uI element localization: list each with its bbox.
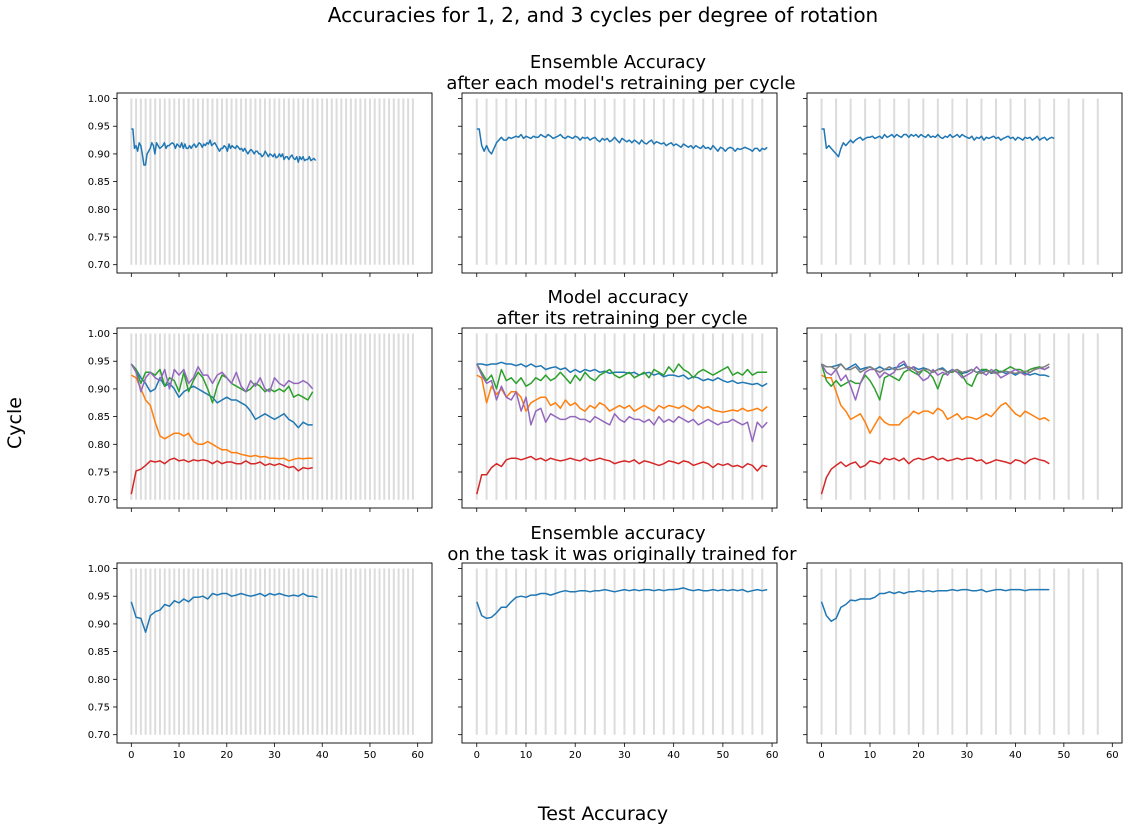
row-title-1-line-1: Ensemble Accuracy <box>530 52 707 73</box>
ytick-label-r3c1-6: 0.70 <box>88 730 110 741</box>
xtick-label-r3c2-5: 50 <box>716 750 729 761</box>
xtick-label-r3c3-0: 0 <box>818 750 824 761</box>
xtick-label-r3c3-3: 30 <box>961 750 974 761</box>
axes-frame-r1c3 <box>806 92 1123 274</box>
subplot-r1c1: 1.00 0.95 0.90 0.85 0.80 0.75 0.70 <box>88 92 433 277</box>
ytick-label-r2c1-5: 0.75 <box>88 468 110 479</box>
ytick-label-r3c1-2: 0.90 <box>88 619 110 630</box>
ytick-label-r1c1-5: 0.75 <box>88 233 110 244</box>
figure-ylabel: Cycle <box>4 397 26 449</box>
series-r3c3-blue <box>820 588 1050 622</box>
subplots: 1.00 0.95 0.90 0.85 0.80 0.75 0.70 1.00 0.95 0.90… <box>88 92 1123 761</box>
ytick-label-r2c1-2: 0.90 <box>88 384 110 395</box>
subplot-r1c2 <box>458 92 778 277</box>
series-r2c1-orange <box>130 374 313 462</box>
ytick-label-r3c1-0: 1.00 <box>88 564 110 575</box>
series-r2c3-orange <box>821 374 1050 434</box>
ytick-label-r2c1-3: 0.85 <box>88 412 110 423</box>
xtick-label-r3c3-5: 50 <box>1057 750 1070 761</box>
xtick-label-r3c3-6: 60 <box>1106 750 1119 761</box>
ytick-label-r2c1-6: 0.70 <box>88 495 110 506</box>
series-r1c1-blue <box>131 128 317 166</box>
ytick-label-r3c1-5: 0.75 <box>88 703 110 714</box>
axes-frame-r2c2 <box>461 327 778 509</box>
series-r3c2-blue <box>476 587 768 620</box>
row-title-2-line-2: after its retraining per cycle <box>496 308 747 329</box>
subplot-r1c3 <box>803 92 1123 277</box>
xtick-label-r3c3-1: 10 <box>864 750 877 761</box>
subplot-r2c3 <box>803 327 1123 512</box>
xtick-label-r3c3-4: 40 <box>1009 750 1022 761</box>
ytick-label-r2c1-4: 0.80 <box>88 440 110 451</box>
xtick-label-r3c2-2: 20 <box>569 750 582 761</box>
subplot-r3c2: 0 10 20 30 40 50 60 <box>458 562 779 761</box>
ytick-label-r1c1-1: 0.95 <box>88 122 110 133</box>
xtick-label-r3c1-2: 20 <box>220 750 233 761</box>
xtick-label-r3c2-6: 60 <box>766 750 779 761</box>
row-title-3-line-2: on the task it was originally trained fo… <box>447 544 797 565</box>
ytick-label-r3c1-4: 0.80 <box>88 675 110 686</box>
series-r2c2-green <box>476 363 768 390</box>
xtick-label-r3c1-4: 40 <box>316 750 329 761</box>
xtick-label-r3c1-5: 50 <box>364 750 377 761</box>
subplot-r3c1: 1.00 0.95 0.90 0.85 0.80 0.75 0.70 0 10 20 30 40 50 6… <box>88 562 433 761</box>
ytick-label-r1c1-6: 0.70 <box>88 260 110 271</box>
series-r2c3-red <box>820 455 1050 495</box>
subplot-r2c2 <box>458 327 778 512</box>
ytick-label-r1c1-3: 0.85 <box>88 177 110 188</box>
subplot-r3c3: 0 10 20 30 40 50 60 <box>803 562 1123 761</box>
figure-xlabel: Test Accuracy <box>537 803 668 825</box>
series-r2c2-blue <box>476 361 768 387</box>
xtick-label-r3c2-1: 10 <box>520 750 533 761</box>
series-r2c1-red <box>130 457 313 495</box>
series-r1c3-blue <box>821 128 1055 158</box>
series-r2c3-gray <box>821 363 1050 375</box>
xtick-label-r3c1-1: 10 <box>173 750 186 761</box>
xtick-label-r3c1-6: 60 <box>411 750 424 761</box>
ytick-label-r1c1-2: 0.90 <box>88 149 110 160</box>
axes-frame-r3c2 <box>461 562 778 744</box>
xtick-label-r3c2-4: 40 <box>667 750 680 761</box>
series-r2c2-orange <box>476 374 768 413</box>
figure-suptitle: Accuracies for 1, 2, and 3 cycles per de… <box>328 3 878 27</box>
series-r2c3-green <box>820 363 1050 401</box>
row-title-2-line-1: Model accuracy <box>548 287 689 308</box>
series-r3c1-blue <box>130 592 318 633</box>
series-r1c2-blue <box>476 128 768 155</box>
ytick-label-r3c1-1: 0.95 <box>88 592 110 603</box>
xtick-label-r3c1-0: 0 <box>128 750 134 761</box>
ytick-label-r3c1-3: 0.85 <box>88 647 110 658</box>
ytick-label-r2c1-0: 1.00 <box>88 329 110 340</box>
series-r2c2-red <box>476 455 768 495</box>
row-title-1-line-2: after each model's retraining per cycle <box>446 73 795 94</box>
ytick-label-r1c1-4: 0.80 <box>88 205 110 216</box>
row-title-3-line-1: Ensemble accuracy <box>530 523 706 544</box>
axes-frame-r2c3 <box>806 327 1123 509</box>
series-r2c1-blue <box>130 363 313 429</box>
ytick-label-r1c1-0: 1.00 <box>88 94 110 105</box>
series-r2c2-purple <box>476 363 768 443</box>
xtick-label-r3c2-3: 30 <box>618 750 631 761</box>
axes-frame-r3c3 <box>806 562 1123 744</box>
xtick-label-r3c3-2: 20 <box>912 750 925 761</box>
subplot-r2c1: 1.00 0.95 0.90 0.85 0.80 0.75 0.70 <box>88 327 433 512</box>
axes-frame-r1c2 <box>461 92 778 274</box>
xtick-label-r3c2-0: 0 <box>474 750 480 761</box>
ytick-label-r2c1-1: 0.95 <box>88 357 110 368</box>
series-r2c1-purple <box>130 363 314 393</box>
xtick-label-r3c1-3: 30 <box>268 750 281 761</box>
